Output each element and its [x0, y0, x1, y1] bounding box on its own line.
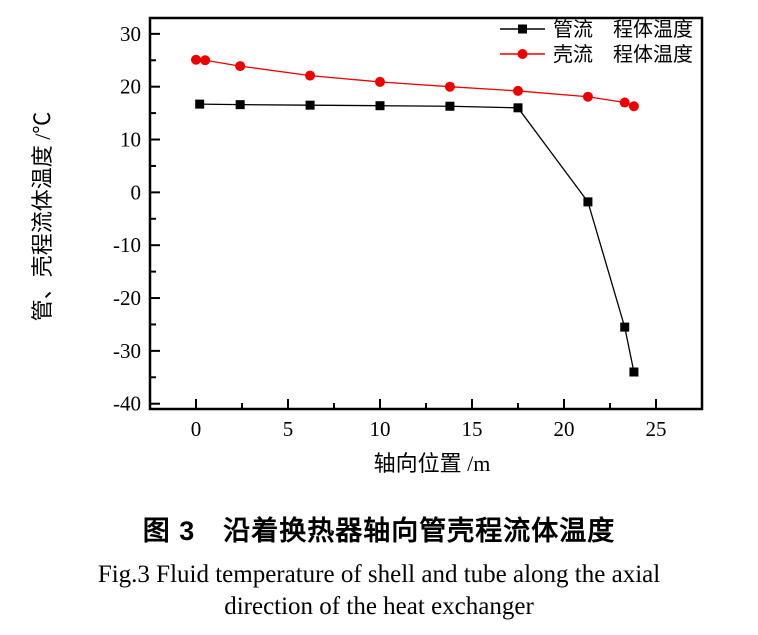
y-tick-label: 10 [120, 128, 141, 152]
x-tick-label: 0 [191, 417, 202, 441]
figure-captions: 图 3 沿着换热器轴向管壳程流体温度 Fig.3 Fluid temperatu… [0, 514, 758, 623]
y-tick-label: -10 [113, 233, 141, 257]
caption-english-line2: direction of the heat exchanger [224, 593, 534, 620]
series-marker-shell [619, 97, 630, 108]
series-marker-tube [235, 100, 245, 110]
y-tick-label: -20 [113, 286, 141, 310]
series-marker-shell [305, 70, 316, 81]
x-axis-title: 轴向位置 /m [374, 451, 491, 476]
series-marker-tube [445, 101, 455, 111]
legend-marker-tube [518, 24, 527, 34]
series-marker-tube [513, 103, 523, 113]
legend-label-tube: 管流 程体温度 [553, 18, 693, 41]
series-marker-shell [235, 61, 246, 72]
x-tick-label: 10 [370, 417, 391, 441]
caption-english-line1: Fig.3 Fluid temperature of shell and tub… [97, 561, 661, 588]
series-marker-shell [200, 55, 211, 66]
series-marker-tube [620, 322, 630, 332]
caption-english: Fig.3 Fluid temperature of shell and tub… [0, 559, 758, 623]
series-marker-tube [195, 99, 205, 109]
caption-chinese: 图 3 沿着换热器轴向管壳程流体温度 [142, 516, 616, 546]
series-marker-shell [375, 76, 385, 87]
x-tick-label: 5 [283, 417, 294, 441]
series-marker-shell [444, 81, 455, 92]
chart-canvas: 0 5 10 15 20 25 30 20 10 0 -10 -20 -30 -40 轴向位置 /m 管、壳程… [30, 16, 704, 476]
series-marker-shell [191, 54, 201, 65]
x-tick-label: 20 [554, 417, 575, 441]
series-marker-tube [629, 367, 639, 377]
y-axis-title: 管、壳程流体温度 /℃ [30, 112, 55, 322]
series-marker-tube [583, 197, 593, 207]
x-tick-label: 25 [646, 417, 667, 441]
series-marker-shell [513, 85, 523, 96]
series-line-tube [199, 103, 635, 373]
plot-frame [148, 16, 704, 411]
y-tick-label: -40 [113, 392, 141, 416]
series-marker-shell [628, 101, 639, 112]
temperature-chart: 0 5 10 15 20 25 30 20 10 0 -10 -20 -30 -40 轴向位置 /m 管、壳程… [30, 16, 704, 476]
y-tick-label: 0 [131, 180, 142, 204]
series-line-shell [195, 59, 635, 107]
series-marker-tube [305, 100, 315, 110]
legend-label-shell: 壳流 程体温度 [553, 43, 693, 66]
series-marker-tube [375, 101, 385, 111]
x-tick-label: 15 [462, 417, 483, 441]
y-tick-label: 30 [120, 22, 141, 46]
y-tick-label: -30 [113, 339, 141, 363]
series-marker-shell [582, 91, 593, 102]
legend-marker-shell [517, 49, 528, 59]
y-tick-label: 20 [120, 75, 141, 99]
